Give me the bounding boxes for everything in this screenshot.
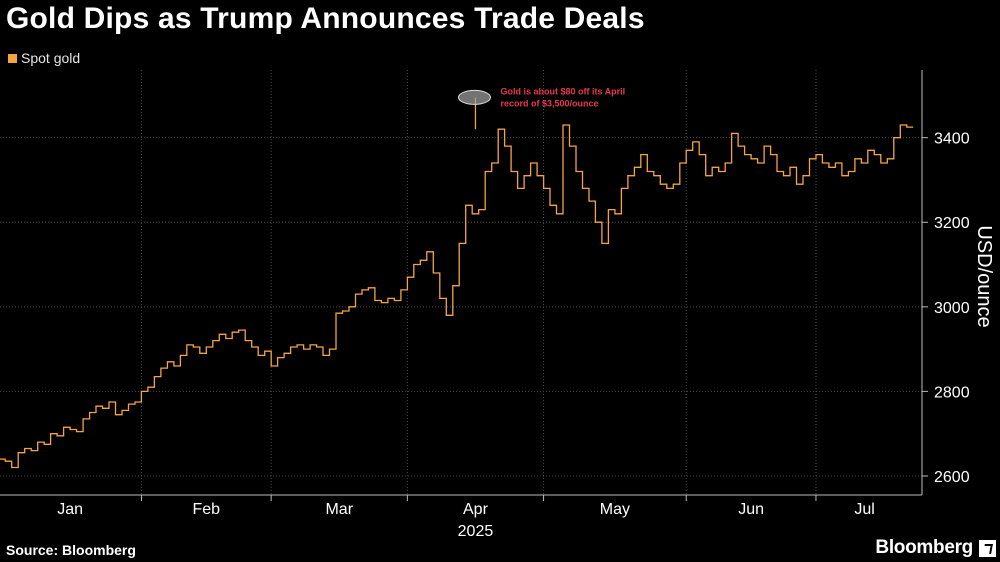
chart-title: Gold Dips as Trump Announces Trade Deals — [6, 2, 645, 35]
x-tick-label-jun: Jun — [738, 501, 764, 518]
x-tick-label-jan: Jan — [57, 501, 83, 518]
x-tick-label-feb: Feb — [193, 501, 221, 518]
y-tick-label-3000: 3000 — [934, 300, 970, 317]
brand-text: Bloomberg — [875, 537, 973, 558]
y-tick-label-2800: 2800 — [934, 384, 970, 401]
legend: Spot gold — [8, 50, 80, 66]
x-tick-label-jul: Jul — [854, 501, 874, 518]
x-tick-label-mar: Mar — [325, 501, 353, 518]
brand-logo: Bloomberg — [875, 537, 996, 559]
series-line-spot-gold — [0, 124, 914, 469]
source-note: Source: Bloomberg — [6, 542, 136, 558]
annotation-text-line-2: record of $3,500/ounce — [500, 98, 598, 108]
brand-icon — [979, 539, 996, 557]
y-axis-title: USD/ounce — [973, 225, 995, 327]
x-year-label: 2025 — [458, 523, 494, 540]
annotation-highlight — [457, 89, 491, 105]
y-tick-label-3200: 3200 — [934, 215, 970, 232]
y-tick-label-2600: 2600 — [934, 469, 970, 486]
x-tick-label-apr: Apr — [463, 501, 489, 518]
legend-swatch — [8, 53, 17, 63]
x-tick-label-may: May — [600, 501, 630, 518]
annotation-text-line-1: Gold is about $80 off its April — [500, 86, 625, 96]
legend-label: Spot gold — [21, 50, 81, 66]
y-tick-label-3400: 3400 — [934, 131, 970, 148]
